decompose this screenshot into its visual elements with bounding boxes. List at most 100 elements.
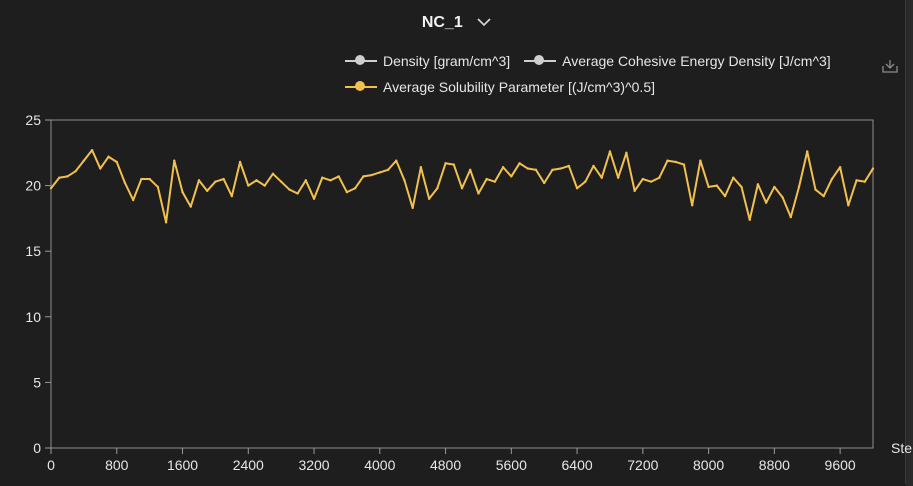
data-point[interactable] bbox=[304, 179, 308, 182]
data-point[interactable] bbox=[699, 159, 702, 162]
data-point[interactable] bbox=[452, 163, 455, 166]
data-point[interactable] bbox=[132, 198, 135, 202]
data-point[interactable] bbox=[140, 177, 143, 181]
data-point[interactable] bbox=[797, 185, 801, 189]
data-point[interactable] bbox=[395, 159, 398, 162]
data-point[interactable] bbox=[814, 188, 817, 191]
chart-title[interactable]: NC_1 bbox=[421, 14, 463, 32]
data-point[interactable] bbox=[715, 184, 719, 187]
data-point[interactable] bbox=[444, 162, 447, 165]
data-point[interactable] bbox=[543, 181, 546, 185]
data-point[interactable] bbox=[748, 218, 751, 221]
data-point[interactable] bbox=[197, 179, 201, 182]
data-point[interactable] bbox=[247, 184, 250, 187]
data-point[interactable] bbox=[263, 184, 266, 187]
data-point[interactable] bbox=[205, 189, 209, 193]
data-point[interactable] bbox=[279, 180, 283, 183]
data-point[interactable] bbox=[740, 185, 743, 189]
data-point[interactable] bbox=[403, 179, 406, 182]
data-point[interactable] bbox=[312, 197, 316, 200]
data-point[interactable] bbox=[271, 172, 275, 175]
data-point[interactable] bbox=[518, 162, 521, 165]
data-point[interactable] bbox=[255, 179, 258, 182]
data-point[interactable] bbox=[633, 189, 636, 193]
data-point[interactable] bbox=[74, 169, 77, 173]
data-point[interactable] bbox=[616, 176, 620, 179]
data-point[interactable] bbox=[49, 187, 53, 190]
data-point[interactable] bbox=[707, 185, 710, 189]
data-point[interactable] bbox=[238, 160, 242, 164]
data-point[interactable] bbox=[99, 167, 102, 170]
data-point[interactable] bbox=[419, 166, 423, 169]
data-point[interactable] bbox=[189, 205, 192, 208]
data-point[interactable] bbox=[296, 192, 299, 195]
data-point[interactable] bbox=[567, 164, 571, 168]
data-point[interactable] bbox=[863, 180, 866, 183]
data-point[interactable] bbox=[386, 168, 390, 172]
data-point[interactable] bbox=[847, 204, 850, 207]
data-point[interactable] bbox=[559, 167, 562, 170]
data-point[interactable] bbox=[584, 180, 587, 183]
data-point[interactable] bbox=[723, 194, 727, 198]
data-point[interactable] bbox=[732, 176, 735, 179]
data-point[interactable] bbox=[666, 159, 669, 162]
data-point[interactable] bbox=[173, 159, 176, 162]
legend-item-density[interactable]: Density [gram/cm^3] bbox=[345, 53, 510, 69]
data-point[interactable] bbox=[123, 181, 127, 185]
data-point[interactable] bbox=[690, 204, 694, 207]
data-point[interactable] bbox=[214, 180, 217, 183]
data-point[interactable] bbox=[353, 187, 357, 190]
legend-item-cohesive-energy[interactable]: Average Cohesive Energy Density [J/cm^3] bbox=[524, 53, 831, 69]
data-point[interactable] bbox=[411, 206, 414, 210]
data-point[interactable] bbox=[625, 151, 628, 154]
data-point[interactable] bbox=[682, 163, 686, 166]
data-point[interactable] bbox=[164, 221, 168, 224]
scrollbar-strip[interactable] bbox=[906, 0, 913, 486]
data-point[interactable] bbox=[534, 168, 538, 172]
data-point[interactable] bbox=[493, 180, 497, 183]
data-point[interactable] bbox=[460, 187, 464, 190]
data-point[interactable] bbox=[764, 201, 768, 204]
data-point[interactable] bbox=[781, 196, 784, 199]
data-point[interactable] bbox=[674, 160, 677, 164]
data-point[interactable] bbox=[526, 167, 529, 170]
data-point[interactable] bbox=[345, 190, 349, 194]
data-point[interactable] bbox=[107, 155, 110, 158]
data-point[interactable] bbox=[230, 194, 234, 198]
data-point[interactable] bbox=[641, 177, 645, 181]
data-point[interactable] bbox=[156, 185, 160, 189]
data-point[interactable] bbox=[658, 176, 661, 179]
data-point[interactable] bbox=[329, 179, 332, 182]
data-point[interactable] bbox=[608, 150, 612, 153]
data-point[interactable] bbox=[789, 215, 792, 219]
data-point[interactable] bbox=[551, 168, 554, 172]
data-point[interactable] bbox=[82, 159, 86, 162]
data-point[interactable] bbox=[830, 177, 834, 181]
data-point[interactable] bbox=[337, 175, 340, 178]
data-point[interactable] bbox=[600, 176, 603, 179]
data-point[interactable] bbox=[378, 171, 381, 174]
data-point[interactable] bbox=[115, 160, 118, 164]
data-point[interactable] bbox=[148, 177, 151, 181]
legend-item-solubility[interactable]: Average Solubility Parameter [(J/cm^3)^0… bbox=[345, 79, 655, 95]
data-point[interactable] bbox=[485, 177, 488, 181]
data-point[interactable] bbox=[501, 166, 505, 169]
data-point[interactable] bbox=[575, 187, 579, 190]
data-point[interactable] bbox=[469, 168, 472, 172]
data-point[interactable] bbox=[649, 180, 653, 183]
data-point[interactable] bbox=[510, 175, 513, 178]
data-point[interactable] bbox=[773, 185, 776, 189]
data-point[interactable] bbox=[222, 177, 225, 181]
data-point[interactable] bbox=[871, 167, 875, 170]
data-point[interactable] bbox=[756, 183, 760, 186]
data-point[interactable] bbox=[66, 175, 69, 178]
data-point[interactable] bbox=[181, 190, 184, 194]
data-point[interactable] bbox=[822, 194, 825, 198]
data-point[interactable] bbox=[370, 173, 373, 177]
data-point[interactable] bbox=[855, 179, 858, 182]
data-point[interactable] bbox=[321, 176, 324, 179]
data-point[interactable] bbox=[806, 150, 809, 153]
data-point[interactable] bbox=[436, 187, 439, 190]
data-point[interactable] bbox=[477, 192, 480, 195]
save-image-icon[interactable] bbox=[881, 58, 899, 74]
